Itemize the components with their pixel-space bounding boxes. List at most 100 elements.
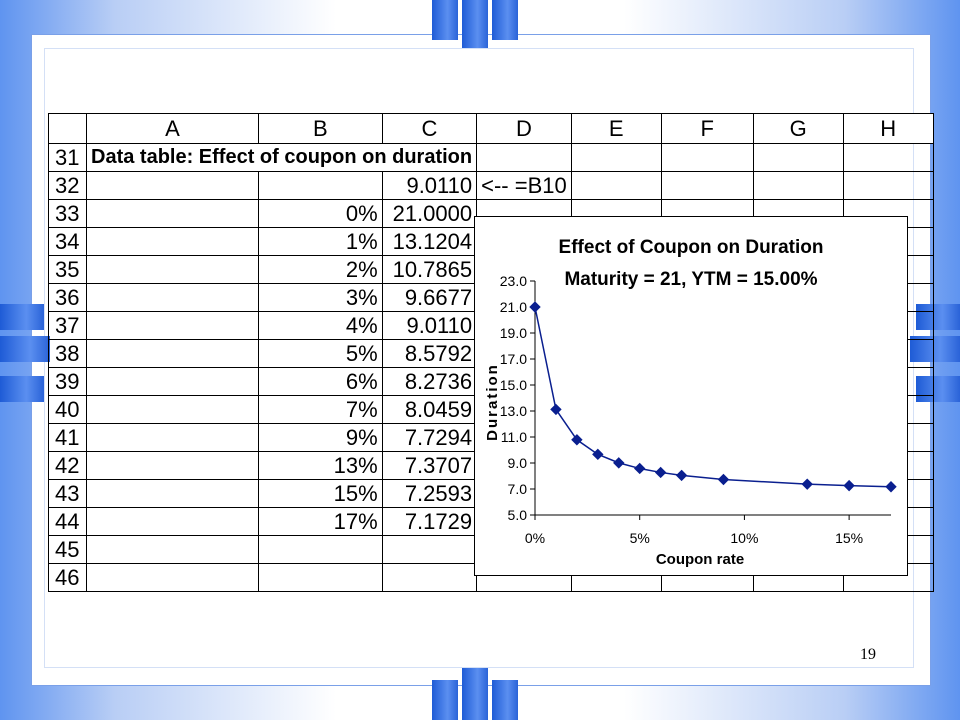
row-header[interactable]: 36 (48, 283, 87, 312)
row-header[interactable]: 44 (48, 507, 87, 536)
cell-c32[interactable]: 9.0110 (381, 171, 478, 200)
row-header[interactable]: 31 (48, 143, 87, 172)
cell-c37[interactable]: 9.0110 (381, 311, 478, 340)
cell-a40[interactable] (86, 395, 259, 424)
cell-a33[interactable] (86, 199, 259, 228)
cell-a45[interactable] (86, 535, 259, 564)
row-header[interactable]: 37 (48, 311, 87, 340)
chart-subtitle: Maturity = 21, YTM = 15.00% (564, 269, 817, 290)
cell-b41[interactable]: 9% (257, 423, 383, 452)
y-tick-label: 13.0 (500, 403, 527, 419)
select-all-corner[interactable] (48, 113, 87, 144)
decor-tab-bottom-3 (492, 680, 518, 720)
cell-b39[interactable]: 6% (257, 367, 383, 396)
row-header[interactable]: 45 (48, 535, 87, 564)
cell-c45[interactable] (381, 535, 478, 564)
column-header-a[interactable]: A (86, 113, 259, 144)
cell-g31[interactable] (752, 143, 844, 172)
cell-c36[interactable]: 9.6677 (381, 283, 478, 312)
cell-b35[interactable]: 2% (257, 255, 383, 284)
cell-c41[interactable]: 7.7294 (381, 423, 478, 452)
cell-b37[interactable]: 4% (257, 311, 383, 340)
cell-c38[interactable]: 8.5792 (381, 339, 478, 368)
cell-b43[interactable]: 15% (257, 479, 383, 508)
cell-c35[interactable]: 10.7865 (381, 255, 478, 284)
cell-c44[interactable]: 7.1729 (381, 507, 478, 536)
cell-b36[interactable]: 3% (257, 283, 383, 312)
row-header[interactable]: 35 (48, 255, 87, 284)
row-header[interactable]: 41 (48, 423, 87, 452)
x-tick-label: 10% (730, 530, 758, 546)
row-header[interactable]: 42 (48, 451, 87, 480)
table-row: 32 9.0110 <-- =B10 (48, 171, 934, 200)
cell-b45[interactable] (257, 535, 383, 564)
decor-tab-top-3 (492, 0, 518, 40)
cell-b38[interactable]: 5% (257, 339, 383, 368)
cell-c42[interactable]: 7.3707 (381, 451, 478, 480)
series-line (534, 306, 892, 488)
cell-a35[interactable] (86, 255, 259, 284)
decor-tab-top-1 (432, 0, 458, 40)
data-point (801, 478, 813, 490)
table-row: 31 Data table: Effect of coupon on durati… (48, 143, 934, 172)
cell-c40[interactable]: 8.0459 (381, 395, 478, 424)
cell-h31[interactable] (842, 143, 934, 172)
row-header[interactable]: 46 (48, 563, 87, 592)
cell-c43[interactable]: 7.2593 (381, 479, 478, 508)
y-tick-label: 11.0 (501, 429, 527, 445)
cell-a39[interactable] (86, 367, 259, 396)
cell-e32[interactable] (570, 171, 662, 200)
column-header-e[interactable]: E (570, 113, 662, 144)
x-axis-label: Coupon rate (656, 551, 744, 568)
column-header-d[interactable]: D (476, 113, 572, 144)
column-header-c[interactable]: C (381, 113, 478, 144)
data-point (717, 473, 730, 486)
row-header[interactable]: 38 (48, 339, 87, 368)
row-header[interactable]: 40 (48, 395, 87, 424)
row-header[interactable]: 39 (48, 367, 87, 396)
cell-h32[interactable] (842, 171, 934, 200)
cell-b33[interactable]: 0% (257, 199, 383, 228)
y-tick-label: 17.0 (500, 351, 527, 367)
cell-f31[interactable] (660, 143, 754, 172)
cell-c34[interactable]: 13.1204 (381, 227, 478, 256)
cell-c46[interactable] (381, 563, 478, 592)
cell-b42[interactable]: 13% (257, 451, 383, 480)
cell-a32[interactable] (86, 171, 259, 200)
cell-c39[interactable]: 8.2736 (381, 367, 478, 396)
cell-a42[interactable] (86, 451, 259, 480)
cell-b40[interactable]: 7% (257, 395, 383, 424)
cell-b32[interactable] (257, 171, 383, 200)
column-header-h[interactable]: H (842, 113, 934, 144)
chart-svg: Effect of Coupon on Duration Maturity = … (484, 237, 897, 568)
cell-a44[interactable] (86, 507, 259, 536)
y-tick-label: 19.0 (500, 325, 527, 341)
cell-a36[interactable] (86, 283, 259, 312)
cell-f32[interactable] (660, 171, 754, 200)
cell-d31[interactable] (476, 143, 572, 172)
row-header[interactable]: 33 (48, 199, 87, 228)
data-point (592, 448, 604, 461)
y-tick-label: 23.0 (500, 273, 527, 289)
cell-d32[interactable]: <-- =B10 (476, 171, 572, 200)
cell-g32[interactable] (752, 171, 844, 200)
column-header-f[interactable]: F (660, 113, 754, 144)
cell-a37[interactable] (86, 311, 259, 340)
cell-a46[interactable] (86, 563, 259, 592)
row-header[interactable]: 43 (48, 479, 87, 508)
cell-b46[interactable] (257, 563, 383, 592)
cell-a38[interactable] (86, 339, 259, 368)
embedded-chart[interactable]: Effect of Coupon on Duration Maturity = … (474, 216, 908, 576)
cell-a43[interactable] (86, 479, 259, 508)
row-header[interactable]: 32 (48, 171, 87, 200)
cell-a41[interactable] (86, 423, 259, 452)
cell-b34[interactable]: 1% (257, 227, 383, 256)
cell-b44[interactable]: 17% (257, 507, 383, 536)
column-header-b[interactable]: B (257, 113, 383, 144)
cell-a34[interactable] (86, 227, 259, 256)
row-header[interactable]: 34 (48, 227, 87, 256)
cell-e31[interactable] (570, 143, 662, 172)
cell-a31[interactable]: Data table: Effect of coupon on duration (85, 143, 478, 172)
cell-c33[interactable]: 21.0000 (381, 199, 478, 228)
column-header-g[interactable]: G (752, 113, 844, 144)
